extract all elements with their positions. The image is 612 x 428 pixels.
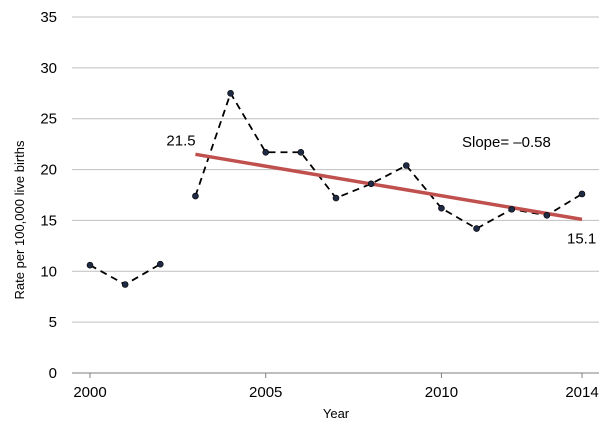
- grid-lines: [72, 16, 599, 323]
- x-axis-title: Year: [323, 406, 350, 421]
- data-point: [543, 212, 551, 219]
- data-point: [578, 190, 586, 198]
- slope-annotation: Slope= –0.58: [462, 134, 551, 151]
- data-point: [438, 204, 445, 212]
- trend-start-label: 21.5: [166, 132, 195, 149]
- trend-line: [195, 152, 583, 222]
- x-tick-label: 2005: [249, 384, 282, 401]
- rate-series-line: [194, 91, 583, 230]
- data-point: [156, 260, 164, 268]
- data-point: [297, 148, 305, 156]
- y-tick-label: 5: [49, 314, 57, 331]
- series-layer: [86, 89, 586, 288]
- y-tick-label: 25: [40, 111, 57, 128]
- y-tick-label: 20: [40, 162, 57, 179]
- data-point: [227, 89, 234, 97]
- data-point: [262, 148, 270, 156]
- y-axis-title: Rate per 100,000 live births: [12, 140, 27, 299]
- annotations: 21.5 15.1 Slope= –0.58: [166, 132, 596, 247]
- x-tick-label: 2010: [425, 384, 458, 401]
- data-point: [367, 180, 375, 188]
- y-tick-labels: 0 5 10 15 20 25 30 35: [40, 9, 57, 382]
- x-tick-labels: 2000 2005 2010 2014: [73, 373, 599, 401]
- x-tick-label: 2000: [73, 384, 106, 401]
- y-tick-label: 35: [40, 9, 57, 26]
- data-point: [86, 261, 94, 269]
- data-point: [508, 205, 516, 213]
- x-tick-label: 2014: [565, 384, 598, 401]
- y-tick-label: 0: [49, 365, 57, 382]
- trend-end-label: 15.1: [567, 230, 596, 247]
- y-tick-label: 10: [40, 263, 57, 280]
- data-point: [473, 225, 480, 232]
- data-point: [121, 281, 129, 288]
- data-point: [332, 194, 340, 202]
- y-tick-label: 15: [40, 212, 57, 229]
- y-tick-label: 30: [40, 60, 57, 77]
- data-point: [402, 162, 410, 169]
- data-point: [192, 192, 199, 200]
